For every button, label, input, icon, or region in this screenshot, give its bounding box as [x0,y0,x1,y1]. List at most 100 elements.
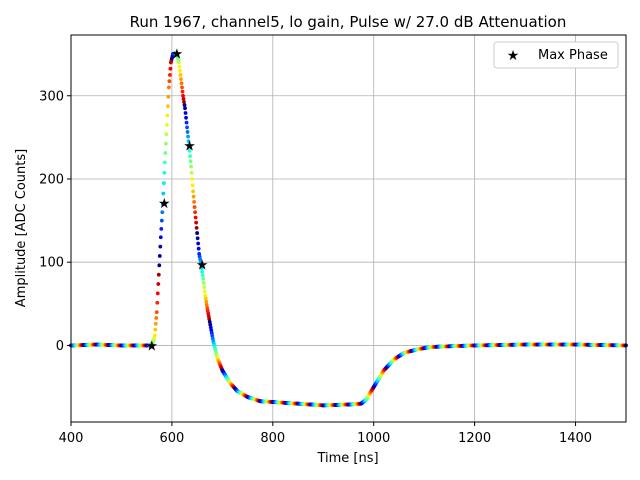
pulse-point [155,291,160,296]
pulse-point [166,85,171,90]
pulse-point [153,321,158,326]
pulse-point [189,170,194,175]
pulse-point [162,170,167,175]
pulse-point [177,64,182,69]
pulse-point [183,111,188,115]
pulse-point [166,94,171,99]
pulse-point [187,143,191,148]
pulse-point [191,189,196,194]
x-tick-label: 600 [159,431,184,446]
pulse-point [161,191,166,196]
pulse-point [157,263,162,268]
pulse-point [196,246,201,251]
x-tick-label: 1000 [357,431,390,446]
legend: ★ Max Phase [493,41,619,69]
legend-box [493,41,619,69]
pulse-point [167,73,172,77]
pulse-point [193,210,198,215]
x-axis-label: Time [ns] [316,451,378,466]
pulse-point [156,282,161,286]
pulse-point [152,333,157,338]
x-tick-label: 1200 [458,431,491,446]
pulse-point [200,269,205,274]
pulse-point [181,96,186,101]
pulse-point [196,241,201,246]
pulse-point [202,285,207,290]
pulse-point [190,177,194,181]
pulse-point [183,106,187,111]
max-phase-point: ★ [183,139,196,155]
pulse-point [162,160,167,165]
pulse-point [157,254,162,258]
pulse-point [154,316,159,320]
pulse-point [177,60,181,65]
pulse-point [179,77,183,82]
pulse-point [203,296,208,301]
pulse-point [163,151,168,155]
pulse-point [184,120,189,125]
pulse-point [160,202,165,206]
max-phase-point: ★ [196,258,209,274]
pulse-point [158,235,163,240]
pulse-point [164,122,169,127]
pulse-point [153,327,158,332]
pulse-point [178,68,182,73]
pulse-point [192,205,197,209]
pulse-point [193,215,198,220]
pulse-point [181,93,185,98]
pulse-point [159,227,164,231]
grid-lines [70,35,626,422]
pulse-point [201,276,206,281]
y-axis-label: Amplitude [ADC Counts] [14,149,29,307]
x-tick-label: 400 [59,431,84,446]
pulse-point [156,272,161,277]
pulse-point [194,220,199,225]
x-tick-label: 800 [260,431,285,446]
pulse-point [165,104,170,109]
y-tick-label: 100 [39,256,64,271]
pulse-point [188,159,193,164]
pulse-point [161,181,166,186]
pulse-point [184,115,188,120]
max-phase-point: ★ [158,196,171,212]
pulse-point [178,73,183,77]
pulse-point [187,148,192,153]
pulse-point [182,103,187,108]
x-tick-label: 1400 [559,431,592,446]
pulse-point [167,79,172,84]
pulse-point [185,125,189,130]
pulse-point [203,293,208,298]
pulse-point [164,132,169,137]
legend-label: Max Phase [538,48,608,63]
pulse-point [165,113,170,118]
pulse-point [163,141,168,146]
pulse-point [192,199,197,204]
x-axis-ticks: 400 600 800 1000 1200 1400 [59,422,592,446]
legend-star-icon: ★ [507,48,520,64]
max-phase-point: ★ [171,46,184,62]
pulse-point [179,81,184,86]
pulse-point [202,289,207,294]
pulse-point [199,262,204,267]
pulse-point [190,183,195,188]
pulse-point [194,225,199,230]
pulse-point [189,164,193,169]
pulse-point [180,89,185,94]
pulse-point [182,100,186,104]
pulse-series [69,51,628,408]
max-phase-point: ★ [145,338,158,354]
max-phase-series: ★ ★ ★ ★ ★ [145,46,208,354]
pulse-point [180,85,184,90]
pulse-point [199,266,204,271]
pulse-point [201,281,206,285]
pulse-point [154,310,159,315]
y-tick-label: 0 [56,339,64,354]
pulse-point [158,244,163,249]
chart-title: Run 1967, channel5, lo gain, Pulse w/ 27… [130,13,567,31]
pulse-point [195,236,200,241]
y-axis-ticks: 0 100 200 300 [39,89,71,354]
pulse-point [195,231,200,235]
pulse-point [160,210,165,215]
